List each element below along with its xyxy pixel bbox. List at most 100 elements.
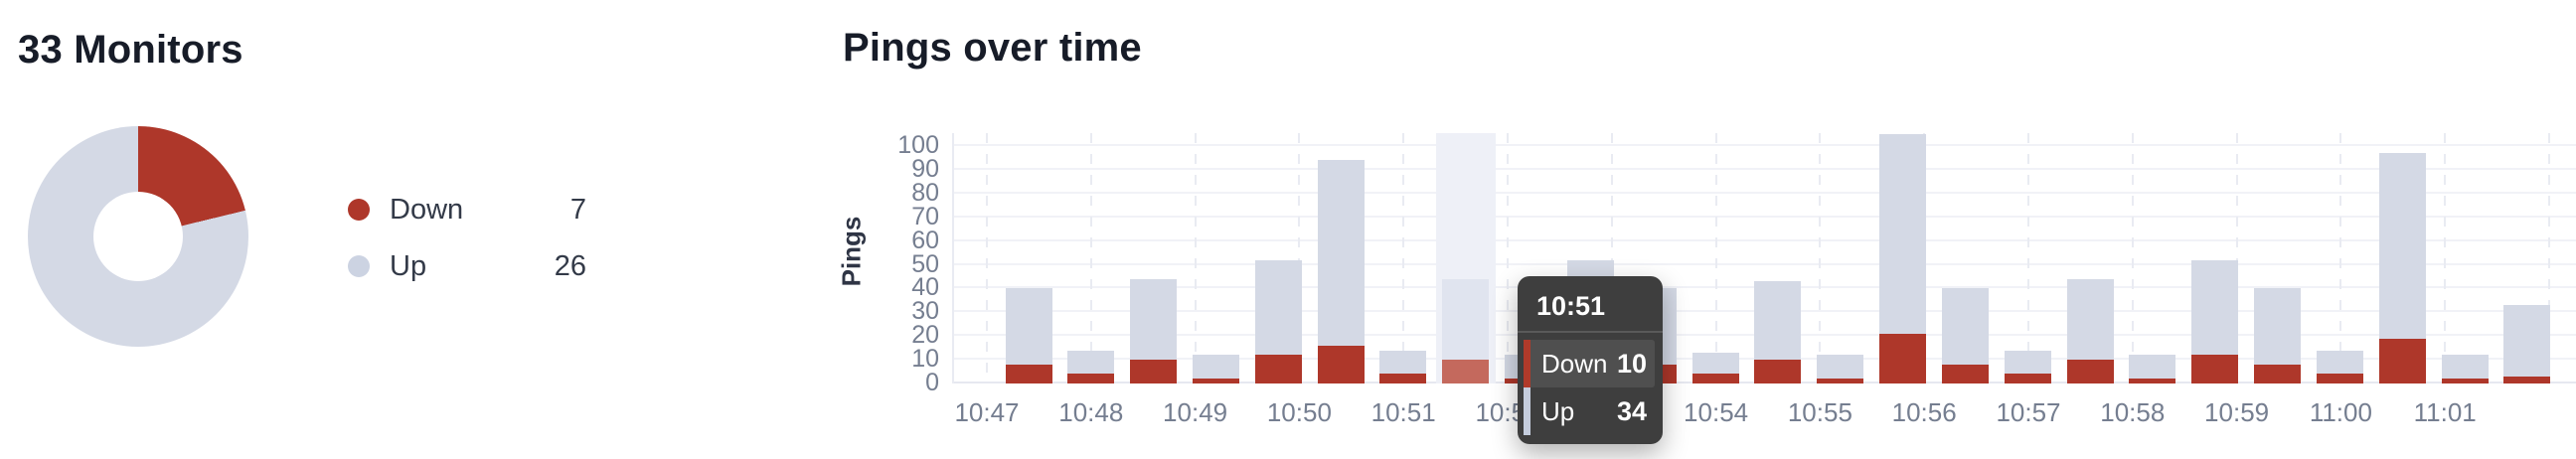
gridline-x-2 (1194, 133, 1197, 382)
gridline-y-100 (953, 144, 2576, 146)
tooltip-rows: Down 10 Up 34 (1518, 333, 1663, 444)
bar-up-segment-24[interactable] (2503, 305, 2551, 377)
x-tick-label-10:58: 10:58 (2100, 397, 2166, 427)
gridline-x-0 (986, 133, 988, 382)
y-tick-label-50: 50 (911, 249, 939, 278)
gridline-x-5 (1507, 133, 1509, 382)
bar-up-segment-16[interactable] (2004, 350, 2051, 375)
x-tick-label-11:00: 11:00 (2309, 397, 2372, 427)
bar-down-segment-3[interactable] (1192, 379, 1239, 383)
gridline-y-80 (953, 191, 2576, 194)
bar-down-segment-23[interactable] (2441, 379, 2489, 383)
legend-label-down: Down (390, 193, 464, 226)
x-tick-label-10:59: 10:59 (2204, 397, 2270, 427)
y-tick-label-0: 0 (925, 369, 939, 396)
x-tick-label-10:57: 10:57 (1996, 397, 2061, 427)
up-marker-stripe (1524, 387, 1530, 435)
bar-down-segment-17[interactable] (2066, 360, 2114, 383)
bar-down-segment-6[interactable] (1379, 374, 1427, 383)
bar-down-segment-0[interactable] (1005, 364, 1052, 383)
bar-down-segment-24[interactable] (2503, 376, 2551, 383)
y-tick-label-60: 60 (911, 226, 939, 254)
pings-chart-title: Pings over time (843, 26, 1142, 70)
legend-value-down: 7 (569, 193, 586, 226)
y-axis-line (952, 133, 954, 383)
tooltip-up-value: 34 (1616, 395, 1647, 426)
bar-up-segment-20[interactable] (2254, 288, 2302, 365)
gridline-y-50 (953, 262, 2576, 265)
gridline-x-8 (1819, 133, 1822, 382)
bar-up-segment-0[interactable] (1005, 288, 1052, 365)
tooltip-down-label: Down (1541, 348, 1608, 379)
y-tick-label-70: 70 (911, 202, 939, 230)
gridline-y-60 (953, 238, 2576, 241)
bar-down-segment-11[interactable] (1691, 374, 1739, 383)
bar-up-segment-6[interactable] (1379, 350, 1427, 375)
bar-down-segment-2[interactable] (1130, 360, 1178, 383)
x-tick-label-10:54: 10:54 (1684, 397, 1749, 427)
bar-down-segment-16[interactable] (2004, 374, 2051, 383)
bar-down-segment-7[interactable] (1442, 360, 1490, 383)
bar-up-segment-19[interactable] (2191, 259, 2239, 356)
gridline-x-12 (2235, 133, 2238, 382)
bar-down-segment-5[interactable] (1317, 345, 1365, 383)
up-legend-dot (348, 255, 370, 277)
bar-up-segment-13[interactable] (1817, 355, 1864, 380)
x-tick-label-10:47: 10:47 (954, 397, 1020, 427)
x-tick-label-10:56: 10:56 (1891, 397, 1957, 427)
bar-down-segment-20[interactable] (2254, 364, 2302, 383)
gridline-x-14 (2444, 133, 2447, 382)
gridline-x-10 (2027, 133, 2029, 382)
bar-up-segment-12[interactable] (1754, 281, 1802, 361)
gridline-y-90 (953, 167, 2576, 170)
bar-up-segment-7[interactable] (1442, 278, 1490, 361)
gridline-x-7 (1714, 133, 1717, 382)
legend-label-up: Up (390, 249, 427, 282)
gridline-x-3 (1298, 133, 1301, 382)
bar-down-segment-12[interactable] (1754, 360, 1802, 383)
bar-up-segment-5[interactable] (1317, 160, 1365, 346)
y-tick-label-40: 40 (911, 273, 939, 302)
bar-up-segment-3[interactable] (1192, 355, 1239, 380)
bar-up-segment-1[interactable] (1067, 350, 1115, 375)
bar-down-segment-22[interactable] (2378, 338, 2426, 383)
donut-hole (93, 192, 183, 281)
bar-down-segment-19[interactable] (2191, 355, 2239, 383)
gridline-x-1 (1089, 133, 1092, 382)
bar-up-segment-22[interactable] (2378, 153, 2426, 339)
bar-down-segment-1[interactable] (1067, 374, 1115, 383)
bar-up-segment-2[interactable] (1130, 278, 1178, 361)
bar-up-segment-21[interactable] (2316, 350, 2363, 375)
x-tick-label-11:01: 11:01 (2413, 397, 2477, 427)
chart-tooltip: 10:51 Down 10 Up 34 (1518, 276, 1663, 444)
legend-item-down[interactable]: Down 7 (348, 193, 586, 227)
tooltip-up-label: Up (1541, 395, 1575, 426)
bar-up-segment-15[interactable] (1941, 288, 1989, 365)
bar-up-segment-14[interactable] (1879, 134, 1927, 334)
bar-down-segment-13[interactable] (1817, 379, 1864, 383)
tooltip-down-value: 10 (1616, 348, 1647, 379)
legend-item-up[interactable]: Up 26 (348, 249, 586, 283)
gridline-x-6 (1610, 133, 1613, 382)
y-tick-label-20: 20 (911, 321, 939, 350)
y-tick-label-80: 80 (911, 178, 939, 207)
y-tick-label-10: 10 (911, 345, 939, 374)
gridline-x-11 (2131, 133, 2134, 382)
bar-down-segment-4[interactable] (1254, 355, 1302, 383)
bar-down-segment-14[interactable] (1879, 333, 1927, 383)
bar-up-segment-23[interactable] (2441, 355, 2489, 380)
tooltip-time: 10:51 (1536, 291, 1606, 321)
bar-down-segment-15[interactable] (1941, 364, 1989, 383)
legend-value-up: 26 (554, 249, 586, 282)
bar-up-segment-4[interactable] (1254, 259, 1302, 356)
x-tick-label-10:55: 10:55 (1787, 397, 1852, 427)
y-tick-label-90: 90 (911, 154, 939, 183)
bar-up-segment-11[interactable] (1691, 352, 1739, 375)
down-marker-stripe (1524, 340, 1530, 387)
bar-up-segment-18[interactable] (2129, 355, 2176, 380)
bar-up-segment-17[interactable] (2066, 278, 2114, 361)
x-tick-label-10:50: 10:50 (1266, 397, 1332, 427)
bar-down-segment-21[interactable] (2316, 374, 2363, 383)
bar-down-segment-18[interactable] (2129, 379, 2176, 383)
